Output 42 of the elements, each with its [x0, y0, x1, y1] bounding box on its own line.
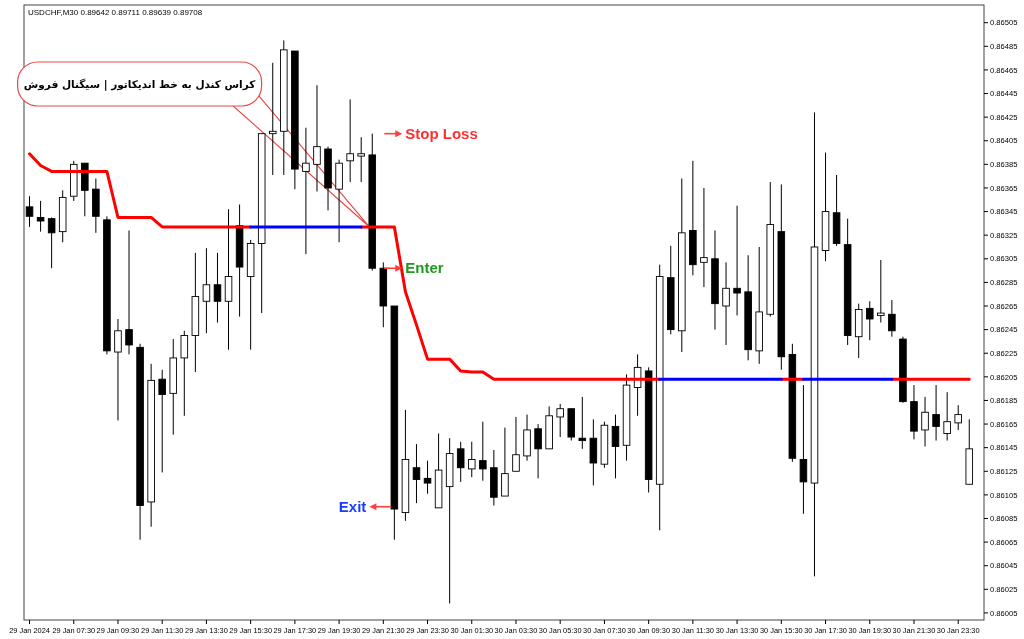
candlestick: [733, 205, 741, 316]
candlestick: [268, 62, 277, 176]
candlestick: [799, 384, 808, 515]
candlestick: [114, 318, 122, 422]
candlestick: [501, 427, 509, 497]
candlestick: [346, 98, 354, 183]
candlestick: [357, 136, 365, 183]
candlestick: [611, 414, 620, 479]
candlestick: [180, 330, 189, 417]
candlestick: [302, 127, 310, 255]
candlestick: [954, 404, 962, 431]
candlestick: [36, 200, 45, 233]
candlestick: [534, 423, 542, 479]
candlestick: [633, 353, 642, 417]
candlestick: [888, 299, 896, 338]
annotation: کراس کندل به خط اندیکاتور | سیگنال فروش: [23, 78, 257, 92]
candlestick: [313, 84, 321, 193]
candlestick: [556, 403, 564, 438]
candlestick: [202, 247, 211, 334]
candlestick: [412, 443, 421, 504]
candlestick: [578, 396, 587, 450]
candlestick: [700, 187, 708, 288]
candlestick: [932, 384, 940, 442]
candlestick: [877, 259, 885, 324]
candlestick: [921, 396, 929, 447]
candlestick: [423, 460, 432, 495]
candlestick: [512, 416, 520, 472]
candlestick: [125, 229, 133, 355]
annotation: Exit: [338, 497, 367, 515]
candlestick: [47, 216, 56, 269]
candlestick: [213, 252, 222, 324]
annotation: Enter: [405, 259, 444, 277]
chart-title: USDCHF,M30 0.89642 0.89711 0.89639 0.89708: [28, 8, 203, 17]
candlestick: [158, 369, 166, 473]
candlestick: [25, 195, 34, 228]
candlestick: [722, 261, 730, 346]
candlestick: [479, 421, 487, 482]
candlestick: [467, 441, 476, 478]
candlestick: [943, 391, 951, 442]
candlestick: [865, 300, 874, 341]
annotation: Stop Loss: [405, 124, 478, 142]
candlestick: [456, 441, 465, 483]
